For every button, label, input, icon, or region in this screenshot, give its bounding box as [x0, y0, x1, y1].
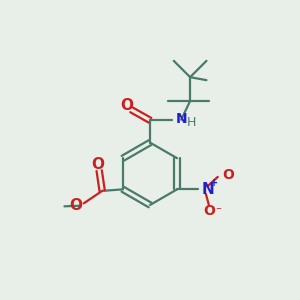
Text: O: O — [91, 157, 104, 172]
Text: N: N — [175, 112, 187, 126]
Text: O: O — [203, 204, 215, 218]
Text: O: O — [69, 198, 82, 213]
Text: +: + — [210, 178, 218, 188]
Text: ⁻: ⁻ — [215, 206, 221, 216]
Text: N: N — [201, 182, 214, 197]
Text: O: O — [121, 98, 134, 113]
Text: H: H — [187, 116, 196, 129]
Text: O: O — [222, 168, 234, 182]
